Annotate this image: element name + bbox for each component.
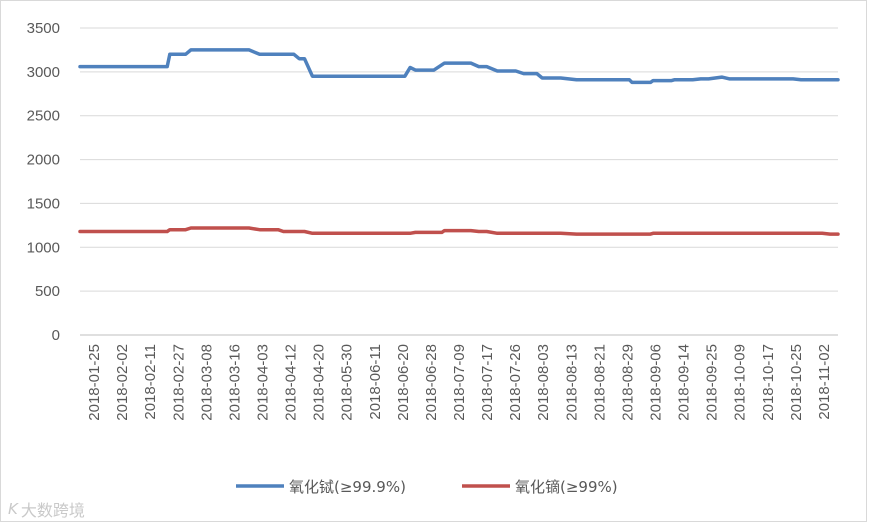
x-tick-label: 2018-05-30: [339, 344, 356, 421]
x-tick-label: 2018-07-26: [507, 344, 524, 421]
x-tick-label: 2018-03-16: [226, 344, 243, 421]
gridlines: [80, 27, 838, 336]
y-tick-label: 3500: [27, 20, 60, 37]
x-tick-label: 2018-10-25: [788, 344, 805, 421]
x-axis: 2018-01-25 2018-02-02 2018-02-11 2018-02-27…: [80, 334, 838, 421]
x-tick-label: 2018-09-14: [676, 344, 693, 421]
series-line-2: [78, 226, 840, 236]
x-tick-label: 2018-06-20: [395, 344, 412, 421]
watermark-text: 大数跨境: [20, 501, 85, 520]
legend: 氧化铽(≥99.9%) 氧化镝(≥99%): [236, 478, 618, 496]
x-tick-label: 2018-07-17: [479, 344, 496, 421]
x-tick-label: 2018-04-20: [311, 344, 328, 421]
y-tick-label: 1000: [27, 239, 60, 256]
x-tick-label: 2018-08-29: [619, 344, 636, 421]
x-tick-label: 2018-04-03: [255, 344, 272, 421]
x-tick-label: 2018-01-25: [86, 344, 103, 421]
y-tick-label: 3000: [27, 64, 60, 81]
y-axis: 0 500 1000 1500 2000 2500 3000 3500: [27, 20, 60, 344]
x-tick-label: 2018-04-12: [283, 344, 300, 421]
legend-label-1: 氧化铽(≥99.9%): [289, 478, 406, 496]
x-tick-label: 2018-09-25: [704, 344, 721, 421]
y-tick-label: 2500: [27, 108, 60, 125]
x-tick-label: 2018-03-08: [198, 344, 215, 421]
x-tick-label: 2018-06-28: [423, 344, 440, 421]
x-tick-label: 2018-08-21: [591, 344, 608, 421]
watermark-logo-icon: K: [8, 500, 18, 518]
x-tick-label: 2018-09-06: [648, 344, 665, 421]
x-tick-label: 2018-10-17: [760, 344, 777, 421]
y-tick-label: 500: [35, 283, 60, 300]
x-tick-label: 2018-08-03: [535, 344, 552, 421]
x-tick-label: 2018-11-02: [816, 344, 833, 420]
x-tick-label: 2018-02-27: [170, 344, 187, 421]
x-tick-label: 2018-06-11: [367, 344, 384, 420]
y-tick-label: 2000: [27, 152, 60, 169]
series-line-1: [78, 48, 840, 85]
legend-label-2: 氧化镝(≥99%): [515, 478, 618, 496]
y-tick-label: 1500: [27, 195, 60, 212]
x-tick-label: 2018-08-13: [563, 344, 580, 421]
x-tick-label: 2018-02-02: [114, 344, 131, 421]
x-tick-label: 2018-07-09: [451, 344, 468, 421]
watermark: K 大数跨境: [8, 497, 85, 521]
y-tick-label: 0: [52, 327, 60, 344]
x-tick-label: 2018-02-11: [142, 344, 159, 420]
series-lines: [78, 48, 840, 236]
x-tick-label: 2018-10-09: [732, 344, 749, 421]
